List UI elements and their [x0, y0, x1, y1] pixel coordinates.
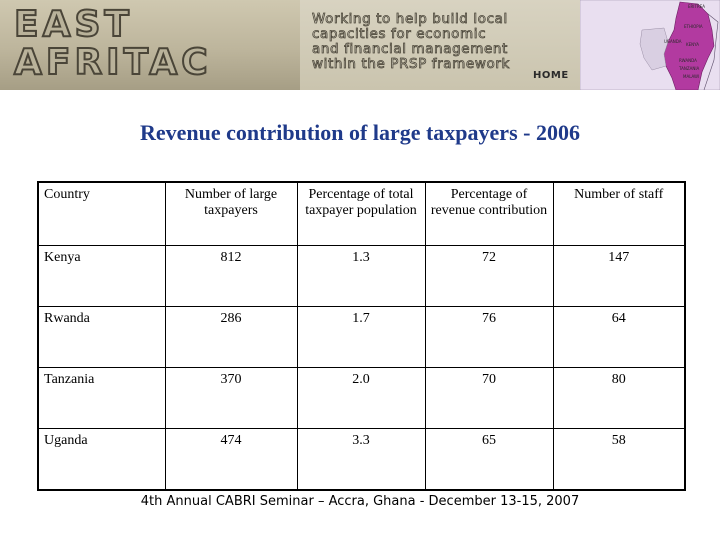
map-label-ethiopia: ETHIOPIA	[684, 24, 703, 29]
cell-number-of-staff: 147	[552, 245, 686, 307]
map-label-kenya: KENYA	[686, 42, 699, 47]
east-africa-map: ERITREA ETHIOPIA KENYA UGANDA RWANDA TAN…	[580, 0, 720, 90]
tagline-line: Working to help build local	[312, 11, 508, 27]
map-label-eritrea: ERITREA	[688, 4, 705, 9]
map-label-rwanda: RWANDA	[679, 58, 697, 63]
cell-taxpayer-population-pct: 1.7	[296, 306, 426, 368]
table-row: Kenya 812 1.3 72 147	[37, 245, 686, 307]
tagline-line: capacities for economic	[312, 26, 487, 42]
cell-number-of-staff: 80	[552, 367, 686, 429]
header-taxpayer-population-pct: Percentage of total taxpayer population	[296, 181, 426, 246]
tagline-line: within the PRSP framework	[312, 56, 510, 72]
slide-title: Revenue contribution of large taxpayers …	[140, 120, 580, 145]
slide-footer: 4th Annual CABRI Seminar – Accra, Ghana …	[140, 494, 580, 509]
taxpayers-table: Country Number of large taxpayers Percen…	[37, 181, 686, 491]
map-coastline	[703, 13, 719, 90]
logo-panel	[0, 0, 300, 90]
cell-taxpayer-population-pct: 1.3	[296, 245, 426, 307]
cell-large-taxpayers: 474	[164, 428, 298, 491]
header-country: Country	[37, 181, 166, 246]
cell-revenue-contribution-pct: 72	[424, 245, 554, 307]
tagline: Working to help build local capacities f…	[312, 11, 574, 72]
logo-text-afritac: AFRITAC	[13, 41, 212, 84]
map-highlight-region	[663, 1, 715, 90]
cell-taxpayer-population-pct: 2.0	[296, 367, 426, 429]
map-region-west	[639, 27, 669, 71]
cell-large-taxpayers: 370	[164, 367, 298, 429]
header-revenue-contribution-pct: Percentage of revenue contribution	[424, 181, 554, 246]
header-large-taxpayers: Number of large taxpayers	[164, 181, 298, 246]
cell-country: Tanzania	[37, 367, 166, 429]
map-label-uganda: UGANDA	[664, 39, 682, 44]
cell-country: Kenya	[37, 245, 166, 307]
header-number-of-staff: Number of staff	[552, 181, 686, 246]
table-row: Rwanda 286 1.7 76 64	[37, 306, 686, 368]
cell-number-of-staff: 64	[552, 306, 686, 368]
cell-taxpayer-population-pct: 3.3	[296, 428, 426, 491]
header-banner: EAST AFRITAC Working to help build local…	[0, 0, 720, 90]
home-link[interactable]: HOME	[533, 70, 569, 81]
map-label-tanzania: TANZANIA	[678, 66, 700, 71]
map-label-malawi: MALAWI	[683, 74, 699, 79]
logo-text-east: EAST	[13, 3, 133, 46]
table-row: Tanzania 370 2.0 70 80	[37, 367, 686, 429]
cell-country: Rwanda	[37, 306, 166, 368]
table-header-row: Country Number of large taxpayers Percen…	[37, 181, 686, 246]
cell-large-taxpayers: 286	[164, 306, 298, 368]
cell-revenue-contribution-pct: 65	[424, 428, 554, 491]
cell-revenue-contribution-pct: 76	[424, 306, 554, 368]
table-row: Uganda 474 3.3 65 58	[37, 428, 686, 491]
cell-number-of-staff: 58	[552, 428, 686, 491]
cell-large-taxpayers: 812	[164, 245, 298, 307]
cell-revenue-contribution-pct: 70	[424, 367, 554, 429]
tagline-line: and financial management	[312, 41, 508, 57]
tagline-panel	[300, 0, 580, 90]
cell-country: Uganda	[37, 428, 166, 491]
